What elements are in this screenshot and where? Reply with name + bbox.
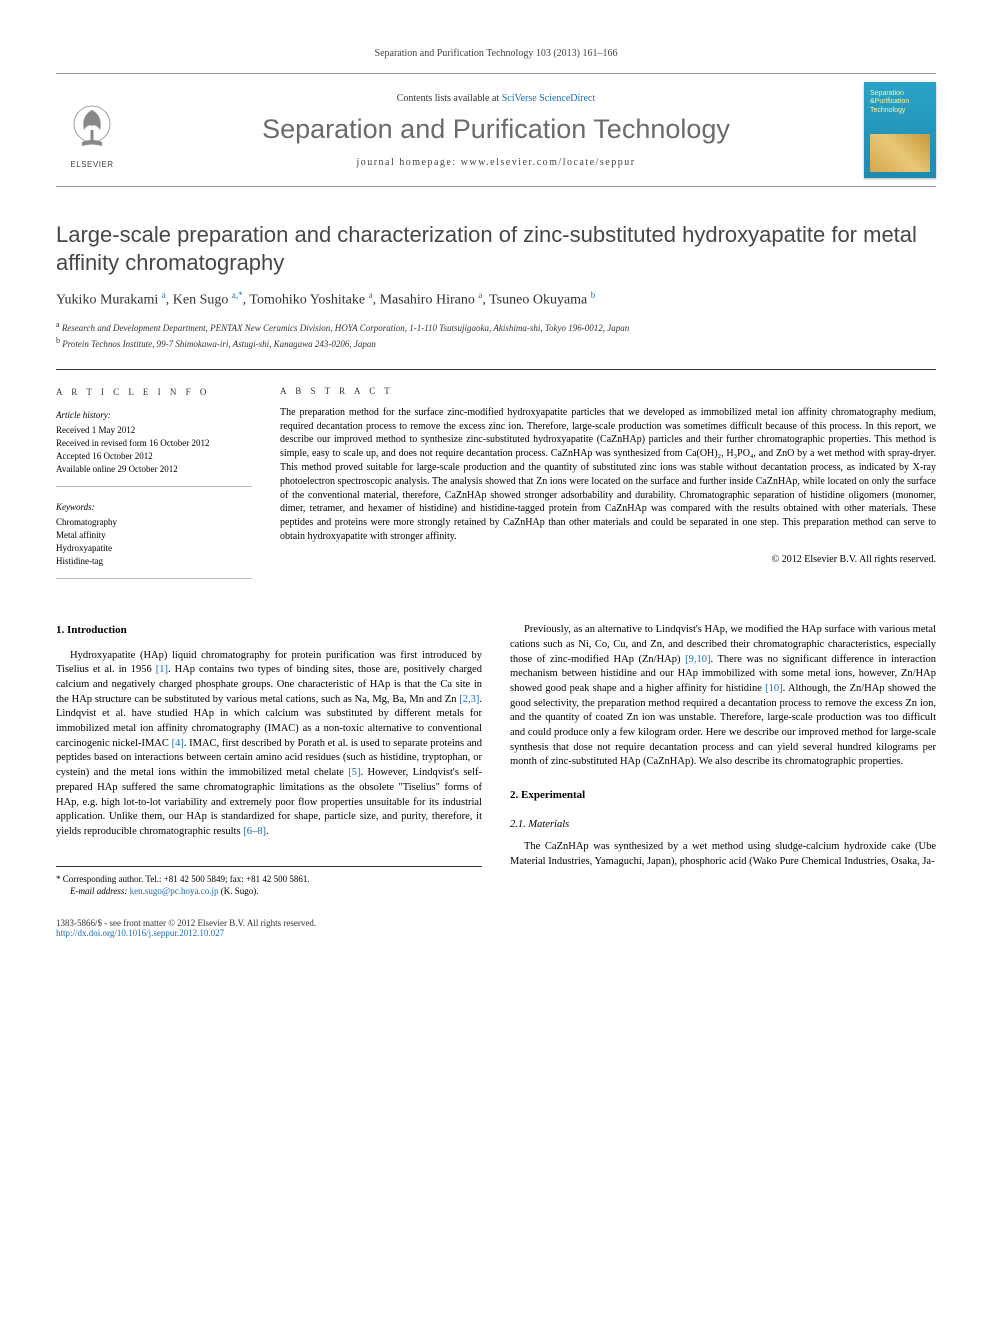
section-2-1-head: 2.1. Materials xyxy=(510,818,936,833)
article-title: Large-scale preparation and characteriza… xyxy=(56,221,936,276)
article-history-block: Article history: Received 1 May 2012Rece… xyxy=(56,409,252,487)
corresponding-author-note: * Corresponding author. Tel.: +81 42 500… xyxy=(56,866,482,898)
abstract-copyright: © 2012 Elsevier B.V. All rights reserved… xyxy=(280,554,936,565)
affiliation: a Research and Development Department, P… xyxy=(56,319,936,335)
keywords-block: Keywords: ChromatographyMetal affinityHy… xyxy=(56,501,252,579)
history-line: Accepted 16 October 2012 xyxy=(56,450,252,463)
history-line: Received in revised form 16 October 2012 xyxy=(56,437,252,450)
affiliation: b Protein Technos Institute, 99-7 Shimok… xyxy=(56,335,936,351)
author-list: Yukiko Murakami a, Ken Sugo a,*, Tomohik… xyxy=(56,290,936,309)
journal-cover-title: Separation&PurificationTechnology xyxy=(870,90,930,115)
keyword: Chromatography xyxy=(56,516,252,529)
sciencedirect-link[interactable]: SciVerse ScienceDirect xyxy=(502,93,596,104)
abstract-header: A B S T R A C T xyxy=(280,386,936,396)
contents-prefix: Contents lists available at xyxy=(397,93,502,104)
footer-left: 1383-5866/$ - see front matter © 2012 El… xyxy=(56,918,316,938)
intro-para-1: Hydroxyapatite (HAp) liquid chromatograp… xyxy=(56,649,482,840)
homepage-prefix: journal homepage: xyxy=(356,157,460,168)
corr-star: * xyxy=(56,874,61,884)
body-col-left: 1. Introduction Hydroxyapatite (HAp) liq… xyxy=(56,623,482,898)
section-2-head: 2. Experimental xyxy=(510,788,936,803)
article-info-header: A R T I C L E I N F O xyxy=(56,386,252,399)
corr-email-link[interactable]: ken.sugo@pc.hoya.co.jp xyxy=(130,886,219,896)
section-1-head: 1. Introduction xyxy=(56,623,482,638)
elsevier-logo: ELSEVIER xyxy=(56,91,128,169)
page-footer: 1383-5866/$ - see front matter © 2012 El… xyxy=(56,918,936,938)
abstract-text: The preparation method for the surface z… xyxy=(280,406,936,544)
info-abstract-row: A R T I C L E I N F O Article history: R… xyxy=(56,369,936,594)
masthead-center: Contents lists available at SciVerse Sci… xyxy=(128,93,864,168)
keywords-head: Keywords: xyxy=(56,501,252,514)
history-line: Received 1 May 2012 xyxy=(56,424,252,437)
elsevier-logo-text: ELSEVIER xyxy=(70,160,113,169)
homepage-line: journal homepage: www.elsevier.com/locat… xyxy=(136,157,856,168)
citation-header: Separation and Purification Technology 1… xyxy=(56,48,936,59)
corr-text: * Corresponding author. Tel.: +81 42 500… xyxy=(56,873,482,886)
abstract-column: A B S T R A C T The preparation method f… xyxy=(280,386,936,594)
keyword: Hydroxyapatite xyxy=(56,542,252,555)
page: Separation and Purification Technology 1… xyxy=(0,0,992,986)
contents-line: Contents lists available at SciVerse Sci… xyxy=(136,93,856,104)
homepage-link[interactable]: www.elsevier.com/locate/seppur xyxy=(461,157,636,168)
journal-cover-art xyxy=(870,134,930,172)
footer-front-matter: 1383-5866/$ - see front matter © 2012 El… xyxy=(56,918,316,928)
journal-cover: Separation&PurificationTechnology xyxy=(864,82,936,178)
keyword: Metal affinity xyxy=(56,529,252,542)
doi-link[interactable]: http://dx.doi.org/10.1016/j.seppur.2012.… xyxy=(56,928,224,938)
corr-email-author: (K. Sugo). xyxy=(221,886,259,896)
corr-email-label: E-mail address: xyxy=(70,886,127,896)
intro-para-2: Previously, as an alternative to Lindqvi… xyxy=(510,623,936,770)
article-info: A R T I C L E I N F O Article history: R… xyxy=(56,386,252,594)
body-col-right: Previously, as an alternative to Lindqvi… xyxy=(510,623,936,898)
journal-name: Separation and Purification Technology xyxy=(136,114,856,145)
article-history-head: Article history: xyxy=(56,409,252,422)
body-columns: 1. Introduction Hydroxyapatite (HAp) liq… xyxy=(56,623,936,898)
history-line: Available online 29 October 2012 xyxy=(56,463,252,476)
keyword: Histidine-tag xyxy=(56,555,252,568)
masthead: ELSEVIER Contents lists available at Sci… xyxy=(56,73,936,187)
corr-email-line: E-mail address: ken.sugo@pc.hoya.co.jp (… xyxy=(56,885,482,898)
elsevier-tree-icon xyxy=(64,102,120,160)
affiliations: a Research and Development Department, P… xyxy=(56,319,936,351)
materials-para-1: The CaZnHAp was synthesized by a wet met… xyxy=(510,840,936,869)
